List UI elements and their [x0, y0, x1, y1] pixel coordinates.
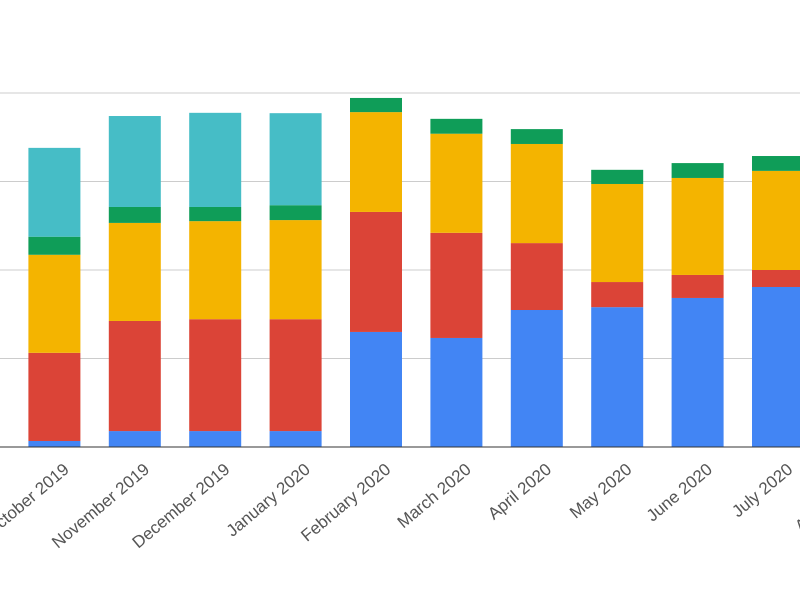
bar-segment: [269, 319, 322, 432]
bar-segment: [430, 133, 483, 233]
x-tick-label: March 2020: [394, 460, 475, 532]
bar-segment: [591, 282, 644, 308]
bar-segment: [269, 205, 322, 221]
bar-segment: [108, 431, 161, 447]
bar-segment: [430, 337, 483, 447]
bar-segment: [671, 274, 724, 298]
bar-segment: [189, 206, 242, 222]
bar-segment: [510, 143, 563, 244]
bar-segment: [350, 97, 402, 113]
bar-segment: [269, 113, 322, 206]
bar-segment: [671, 177, 724, 275]
bar-segment: [28, 147, 81, 237]
x-tick-label: May 2020: [566, 460, 635, 523]
bar-segment: [28, 254, 81, 353]
bar-segment: [752, 156, 800, 171]
bar-segment: [189, 112, 242, 207]
bar-segment: [189, 431, 242, 447]
bar-segment: [510, 129, 563, 144]
x-tick-label: April 2020: [484, 460, 555, 524]
bar-segment: [108, 320, 161, 432]
bar-segment: [28, 440, 81, 447]
bar-segment: [350, 211, 402, 332]
bar-segment: [430, 118, 483, 134]
bar-segment: [189, 319, 242, 432]
bar-segment: [350, 331, 402, 447]
bar-segment: [108, 206, 161, 223]
bar-segment: [591, 307, 644, 447]
bar-segment: [189, 221, 242, 320]
bar-segment: [108, 116, 161, 207]
bar-segment: [108, 222, 161, 321]
bar-segment: [591, 169, 644, 184]
bar-segment: [752, 270, 800, 287]
bar-segment: [671, 163, 724, 178]
bar-segment: [269, 431, 322, 447]
bar-segment: [350, 112, 402, 212]
bar-segment: [671, 297, 724, 447]
bar-segment: [752, 170, 800, 270]
bar-segment: [510, 243, 563, 311]
bar-segment: [510, 310, 563, 447]
bar-segment: [28, 236, 81, 255]
bar-segment: [752, 286, 800, 447]
bar-segment: [28, 352, 81, 441]
x-tick-label: July 2020: [728, 460, 796, 521]
x-tick-label: June 2020: [643, 460, 716, 526]
bar-segment: [591, 183, 644, 283]
bar-segment: [269, 220, 322, 320]
bar-segment: [430, 232, 483, 338]
